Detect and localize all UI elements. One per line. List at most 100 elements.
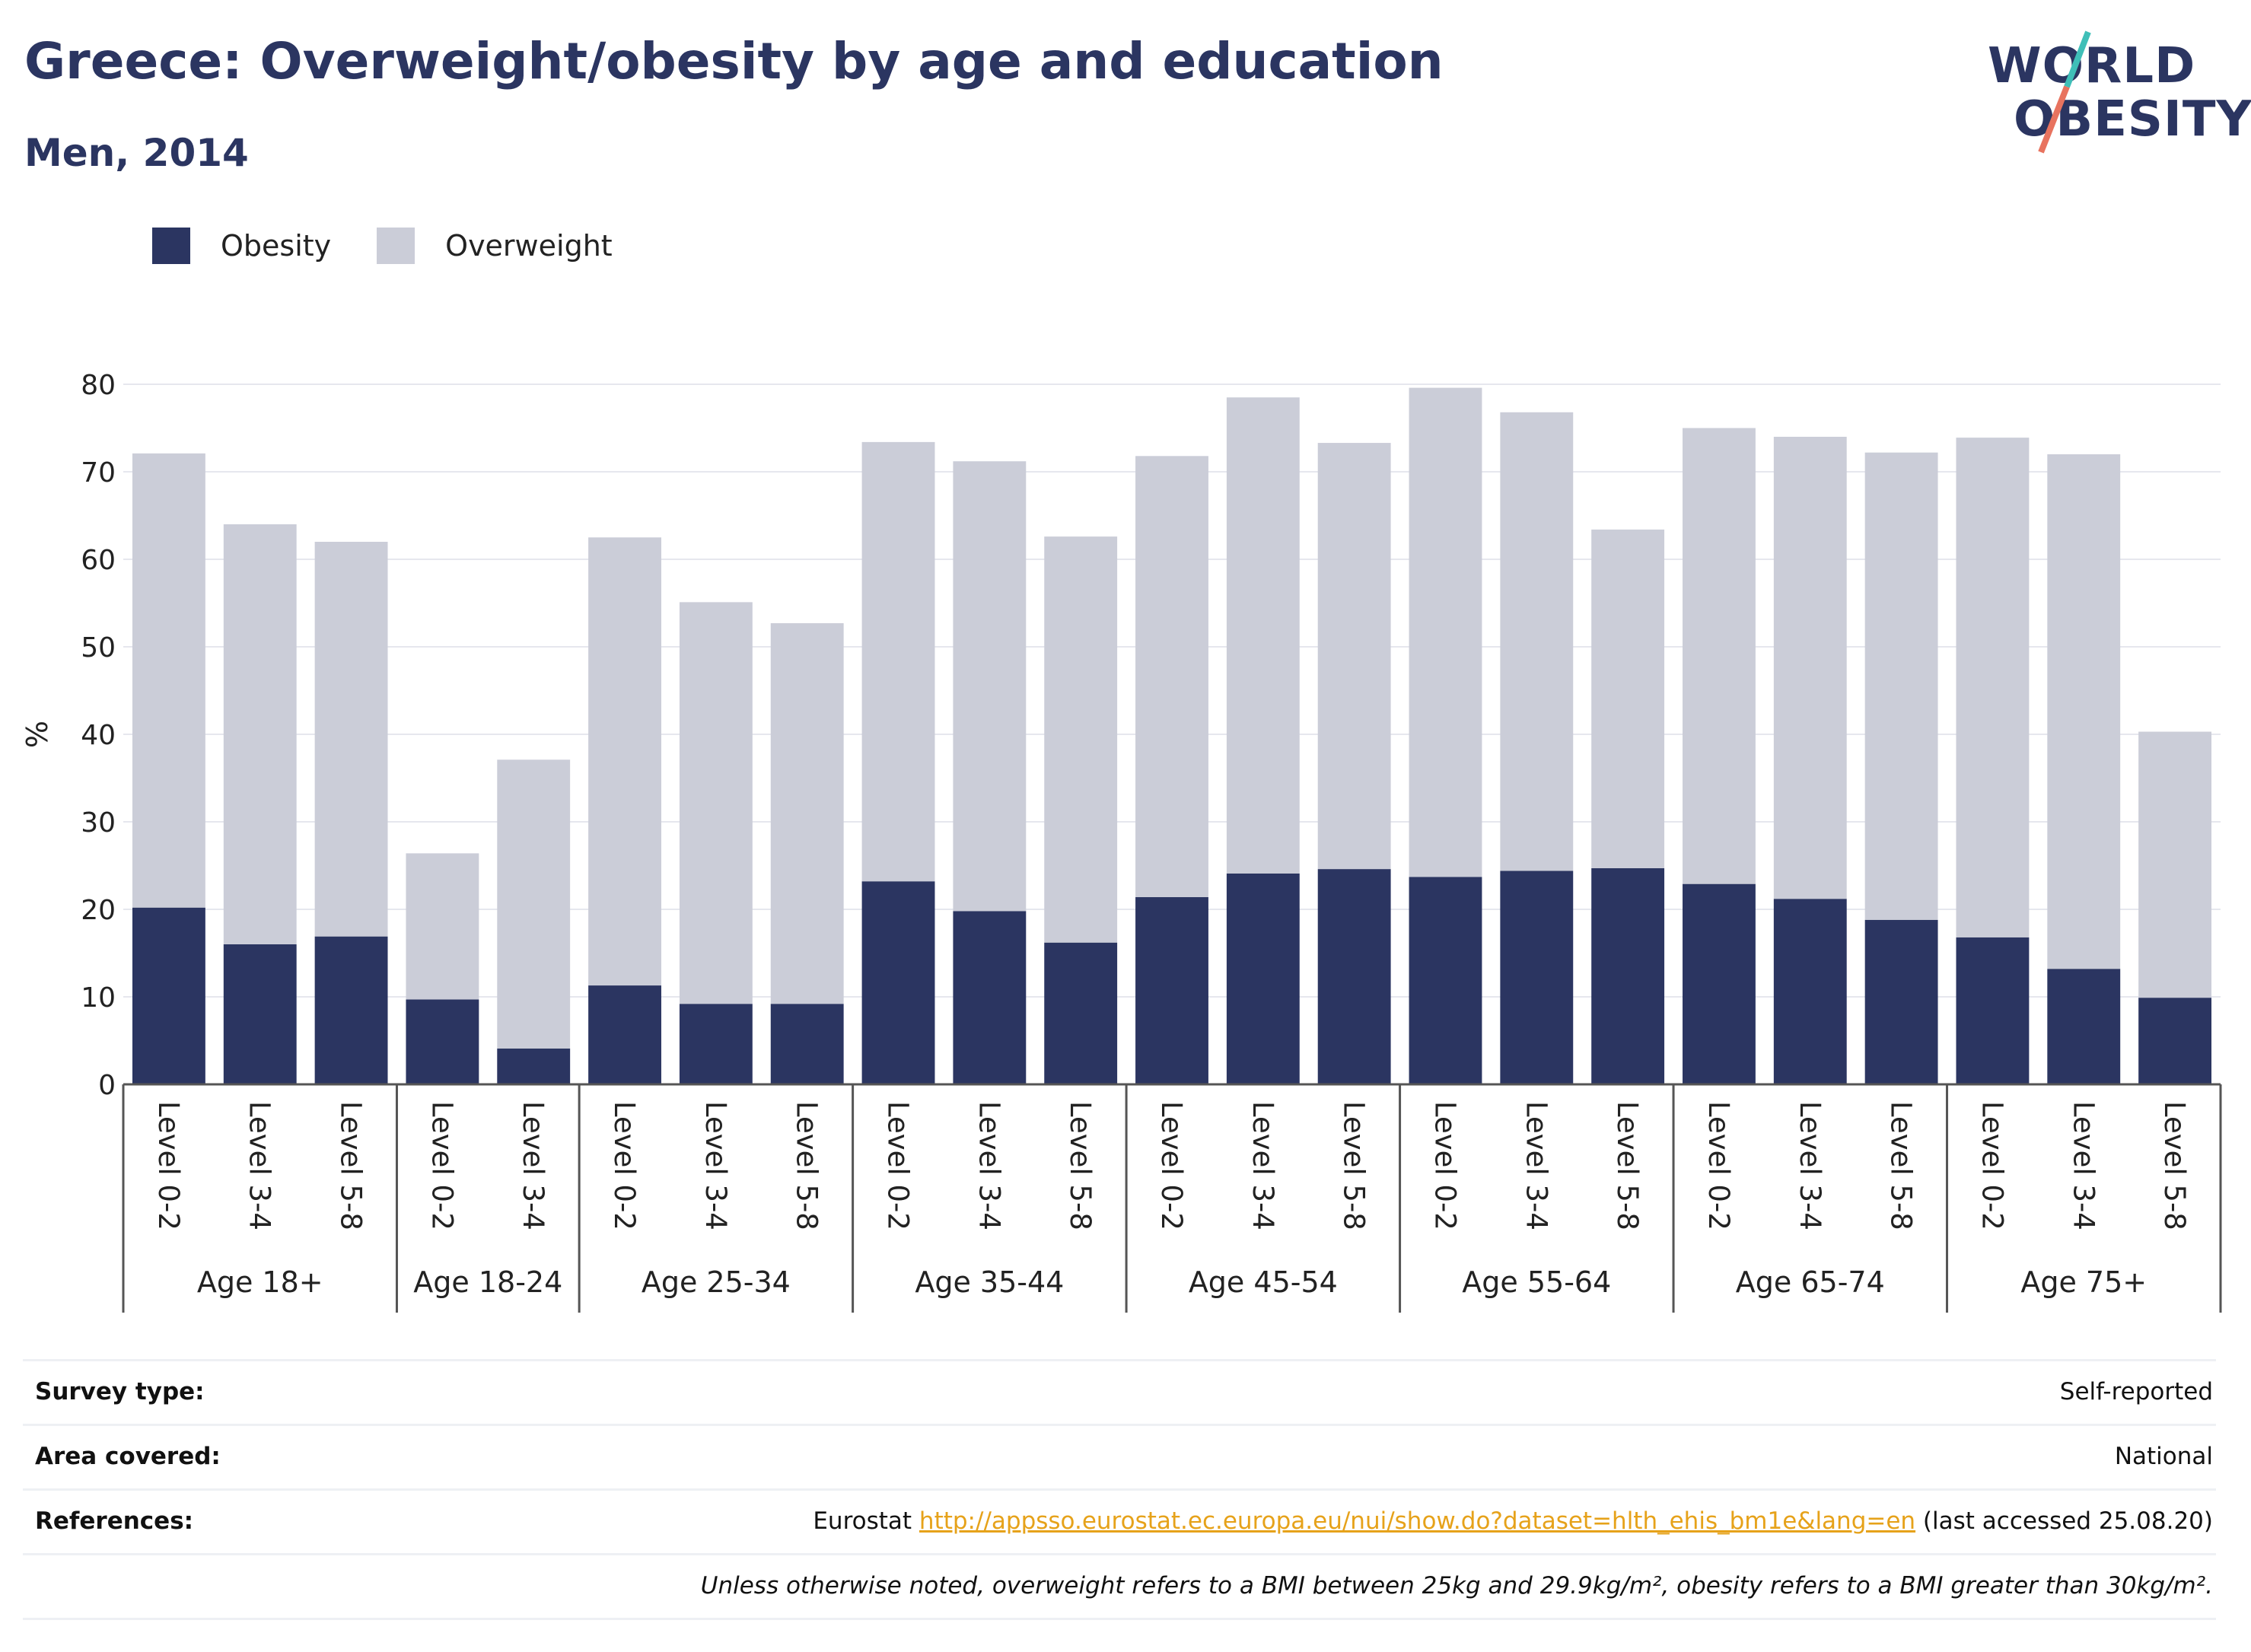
- x-category-label: Level 5-8: [1064, 1101, 1097, 1230]
- x-group-label: Age 18-24: [413, 1265, 562, 1299]
- x-category-label: Level 0-2: [1976, 1101, 2008, 1230]
- bar-overweight: [1864, 452, 1938, 920]
- x-category-label: Level 5-8: [1611, 1101, 1644, 1230]
- bar-obesity: [1409, 877, 1482, 1084]
- x-category-label: Level 5-8: [1338, 1101, 1371, 1230]
- logo-slash-icon: [2038, 30, 2091, 154]
- meta-row-note: Unless otherwise noted, overweight refer…: [23, 1553, 2216, 1620]
- chart-title: Greece: Overweight/obesity by age and ed…: [24, 32, 1444, 91]
- bar-obesity: [1956, 937, 2030, 1084]
- bar-obesity: [132, 907, 205, 1084]
- bar-obesity: [2047, 969, 2121, 1084]
- bar-overweight: [2047, 454, 2121, 969]
- legend-swatch-obesity: [152, 228, 190, 264]
- y-tick-label: 70: [81, 457, 116, 489]
- x-category-label: Level 0-2: [882, 1101, 915, 1230]
- bar-overweight: [953, 461, 1027, 912]
- bar-obesity: [1317, 869, 1391, 1084]
- meta-row-references: References: Eurostat http://appsso.euros…: [23, 1488, 2216, 1553]
- bar-obesity: [1044, 942, 1118, 1084]
- x-group-label: Age 35-44: [915, 1265, 1064, 1299]
- bar-overweight: [1135, 456, 1208, 897]
- world-obesity-logo: WORLD OBESITY: [1988, 30, 2251, 160]
- bar-obesity: [953, 911, 1027, 1084]
- bar-obesity: [1683, 883, 1756, 1084]
- bar-overweight: [223, 524, 297, 944]
- x-category-label: Level 3-4: [244, 1101, 276, 1230]
- bar-obesity: [314, 936, 388, 1084]
- x-category-label: Level 3-4: [1520, 1101, 1552, 1230]
- bar-obesity: [1773, 899, 1847, 1084]
- x-category-label: Level 5-8: [1885, 1101, 1918, 1230]
- bar-obesity: [861, 881, 935, 1084]
- x-group-label: Age 25-34: [642, 1265, 791, 1299]
- bar-overweight: [497, 759, 571, 1049]
- metadata-table: Survey type: Self-reported Area covered:…: [23, 1359, 2216, 1620]
- x-category-label: Level 5-8: [335, 1101, 368, 1230]
- bar-overweight: [679, 602, 753, 1004]
- meta-key: References:: [35, 1507, 194, 1535]
- bar-obesity: [1226, 873, 1300, 1084]
- x-category-label: Level 5-8: [2158, 1101, 2191, 1230]
- bar-overweight: [314, 542, 388, 937]
- x-category-label: Level 0-2: [608, 1101, 641, 1230]
- x-category-label: Level 0-2: [425, 1101, 458, 1230]
- meta-row-area-covered: Area covered: National: [23, 1424, 2216, 1488]
- bar-obesity: [497, 1048, 571, 1084]
- bar-obesity: [1591, 867, 1665, 1084]
- meta-value: National: [2114, 1443, 2213, 1470]
- bar-obesity: [1500, 871, 1574, 1084]
- reference-link[interactable]: http://appsso.eurostat.ec.europa.eu/nui/…: [919, 1507, 1916, 1535]
- bar-obesity: [406, 999, 479, 1084]
- bar-overweight: [588, 537, 661, 986]
- bar-overweight: [1956, 438, 2030, 937]
- bar-overweight: [1591, 529, 1665, 868]
- y-tick-label: 30: [81, 807, 116, 839]
- y-tick-label: 0: [98, 1070, 116, 1101]
- x-category-label: Level 0-2: [152, 1101, 185, 1230]
- y-axis-label: %: [21, 721, 54, 748]
- y-tick-label: 60: [81, 545, 116, 576]
- reference-suffix: (last accessed 25.08.20): [1915, 1507, 2213, 1535]
- bmi-definition-note: Unless otherwise noted, overweight refer…: [700, 1572, 2213, 1599]
- x-group-label: Age 18+: [197, 1265, 323, 1299]
- x-category-label: Level 3-4: [517, 1101, 549, 1230]
- legend: Obesity Overweight: [152, 227, 658, 265]
- x-category-label: Level 5-8: [791, 1101, 823, 1230]
- bar-overweight: [1683, 428, 1756, 884]
- bar-overweight: [1226, 397, 1300, 874]
- legend-item-overweight[interactable]: Overweight: [377, 228, 613, 264]
- y-tick-label: 80: [81, 370, 116, 401]
- bar-obesity: [588, 985, 661, 1084]
- meta-value: Self-reported: [2059, 1378, 2213, 1405]
- x-category-label: Level 3-4: [1246, 1101, 1279, 1230]
- bar-obesity: [1135, 896, 1208, 1084]
- x-category-label: Level 0-2: [1702, 1101, 1735, 1230]
- bar-overweight: [861, 441, 935, 882]
- logo-word-world: WORLD: [1988, 38, 2196, 94]
- bar-overweight: [1317, 443, 1391, 870]
- bar-overweight: [132, 453, 205, 908]
- legend-label-obesity: Obesity: [221, 229, 332, 263]
- x-group-label: Age 65-74: [1736, 1265, 1885, 1299]
- bar-overweight: [770, 622, 844, 1004]
- stacked-bar-chart: 0 10 20 30 40 50 60 70 80% Level 0-2 Level 3-4 Leve…: [21, 370, 2222, 1313]
- bar-obesity: [1864, 919, 1938, 1084]
- y-tick-label: 20: [81, 895, 116, 926]
- x-group-label: Age 75+: [2020, 1265, 2147, 1299]
- legend-item-obesity[interactable]: Obesity: [152, 228, 331, 264]
- meta-value: Eurostat http://appsso.eurostat.ec.europ…: [813, 1507, 2213, 1535]
- x-category-label: Level 0-2: [1428, 1101, 1461, 1230]
- bar-obesity: [679, 1004, 753, 1084]
- x-group-label: Age 55-64: [1462, 1265, 1611, 1299]
- bar-overweight: [1409, 387, 1482, 877]
- reference-prefix: Eurostat: [813, 1507, 919, 1535]
- x-category-label: Level 0-2: [1155, 1101, 1188, 1230]
- bar-obesity: [770, 1004, 844, 1084]
- bar-overweight: [2138, 731, 2212, 998]
- bar-obesity: [2138, 998, 2212, 1084]
- y-tick-label: 40: [81, 720, 116, 751]
- y-tick-label: 50: [81, 632, 116, 664]
- bar-overweight: [406, 853, 479, 1000]
- bar-overweight: [1500, 412, 1574, 871]
